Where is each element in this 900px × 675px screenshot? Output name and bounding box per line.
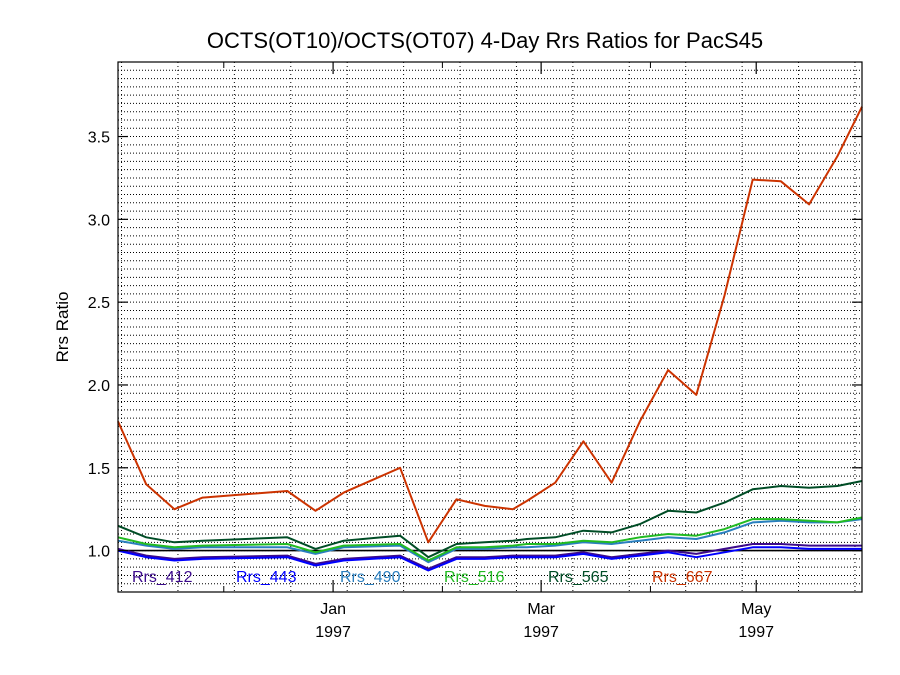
series-line-rrs-412 bbox=[117, 543, 862, 570]
legend-label-rrs-565: Rrs_565 bbox=[548, 569, 609, 586]
grid bbox=[118, 61, 862, 592]
legend-label-rrs-412: Rrs_412 bbox=[132, 569, 193, 586]
y-tick-label: 1.0 bbox=[88, 544, 110, 561]
x-tick-label-month: Jan bbox=[320, 601, 346, 618]
x-tick-label-year: 1997 bbox=[738, 624, 774, 641]
series-lines bbox=[117, 106, 863, 572]
x-tick-label-month: May bbox=[741, 601, 771, 618]
chart-title: OCTS(OT10)/OCTS(OT07) 4-Day Rrs Ratios f… bbox=[207, 28, 763, 53]
legend-label-rrs-490: Rrs_490 bbox=[340, 569, 401, 586]
x-tick-label-year: 1997 bbox=[315, 624, 351, 641]
axes bbox=[117, 61, 863, 593]
series-line-rrs-667 bbox=[117, 106, 863, 544]
y-axis-label: Rrs Ratio bbox=[53, 292, 72, 363]
x-tick-label-month: Mar bbox=[527, 601, 555, 618]
legend-label-rrs-443: Rrs_443 bbox=[236, 569, 297, 586]
series-line-rrs-490 bbox=[117, 518, 863, 564]
x-tick-label-year: 1997 bbox=[523, 624, 559, 641]
y-tick-label: 1.5 bbox=[88, 461, 110, 478]
series-line-rrs-443 bbox=[117, 546, 862, 572]
x-ticks: Jan 1997 Mar 1997 May 1997 bbox=[223, 62, 774, 641]
legend-label-rrs-516: Rrs_516 bbox=[444, 569, 505, 586]
series-line-rrs-565 bbox=[117, 480, 863, 559]
y-ticks: 1.0 1.5 2.0 2.5 3.0 3.5 bbox=[88, 130, 862, 561]
legend-label-rrs-667: Rrs_667 bbox=[652, 569, 713, 586]
plot-frame bbox=[117, 61, 863, 593]
y-tick-label: 3.5 bbox=[88, 130, 110, 147]
y-tick-label: 3.0 bbox=[88, 212, 110, 229]
y-tick-label: 2.5 bbox=[88, 295, 110, 312]
y-tick-label: 2.0 bbox=[88, 378, 110, 395]
series-line-rrs-516 bbox=[117, 516, 863, 562]
legend: Rrs_412 Rrs_443 Rrs_490 Rrs_516 Rrs_565 Rrs_6… bbox=[132, 569, 713, 586]
